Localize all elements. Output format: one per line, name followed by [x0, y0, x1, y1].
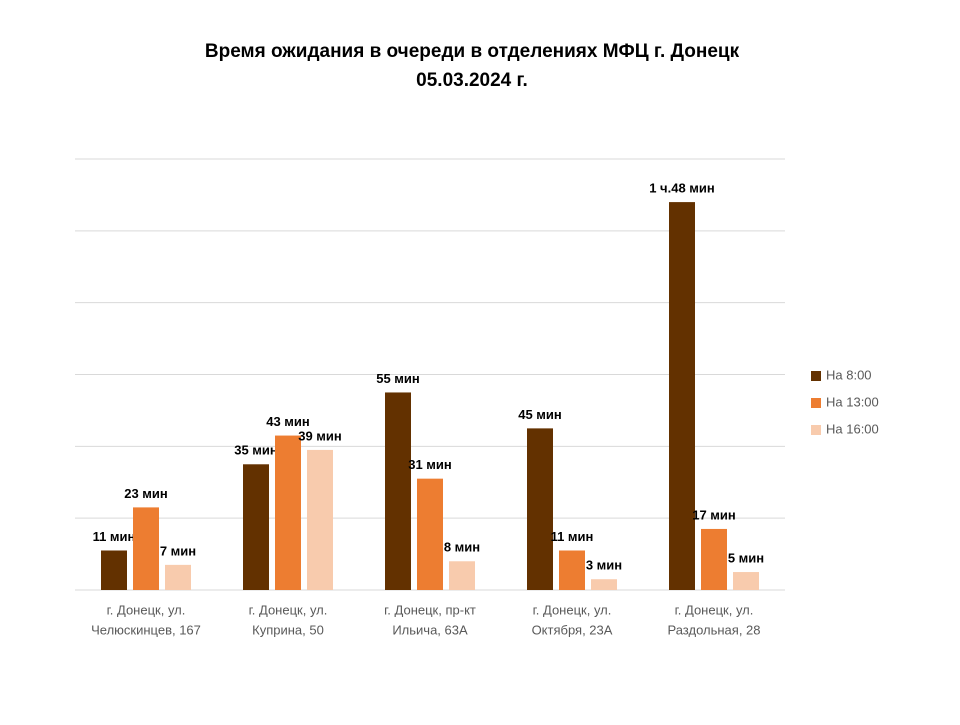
data-label: 17 мин	[692, 507, 736, 522]
bar	[701, 528, 727, 590]
x-tick-label: Челюскинцев, 167	[91, 622, 201, 637]
bar	[101, 550, 127, 590]
legend-swatch	[811, 425, 821, 435]
bar	[275, 435, 301, 590]
bar	[243, 464, 269, 590]
chart-title: Время ожидания в очереди в отделениях МФ…	[205, 41, 740, 62]
bar	[559, 550, 585, 590]
chart-subtitle: 05.03.2024 г.	[416, 70, 528, 91]
data-label: 5 мин	[728, 550, 764, 565]
bar	[733, 572, 759, 590]
data-label: 1 ч.48 мин	[649, 181, 715, 196]
data-label: 7 мин	[160, 543, 196, 558]
x-tick-label: Куприна, 50	[252, 622, 324, 637]
legend-label: На 8:00	[826, 367, 872, 382]
bar	[165, 564, 191, 590]
bar	[133, 507, 159, 590]
bar	[307, 449, 333, 590]
bar	[527, 428, 553, 590]
bar	[449, 561, 475, 590]
data-label: 8 мин	[444, 540, 480, 555]
data-label: 3 мин	[586, 558, 622, 573]
bar	[385, 392, 411, 590]
x-tick-label: г. Донецк, ул.	[249, 602, 328, 617]
data-label: 43 мин	[266, 414, 310, 429]
legend-swatch	[811, 371, 821, 381]
legend-swatch	[811, 398, 821, 408]
bar	[669, 202, 695, 590]
x-tick-label: г. Донецк, ул.	[675, 602, 754, 617]
data-label: 23 мин	[124, 486, 168, 501]
data-label: 31 мин	[408, 457, 452, 472]
data-label: 35 мин	[234, 443, 278, 458]
data-label: 11 мин	[551, 529, 594, 544]
x-tick-label: Октября, 23А	[532, 622, 613, 637]
legend-label: На 13:00	[826, 394, 879, 409]
x-tick-label: Ильича, 63А	[392, 622, 468, 637]
x-tick-label: г. Донецк, ул.	[533, 602, 612, 617]
x-tick-label: г. Донецк, пр-кт	[384, 602, 476, 617]
bar	[417, 478, 443, 590]
legend-label: На 16:00	[826, 421, 879, 436]
data-label: 11 мин	[93, 529, 136, 544]
data-label: 45 мин	[518, 407, 562, 422]
data-label: 39 мин	[298, 428, 342, 443]
bar	[591, 579, 617, 590]
x-tick-label: г. Донецк, ул.	[107, 602, 186, 617]
x-tick-label: Раздольная, 28	[667, 622, 760, 637]
data-label: 55 мин	[376, 371, 420, 386]
